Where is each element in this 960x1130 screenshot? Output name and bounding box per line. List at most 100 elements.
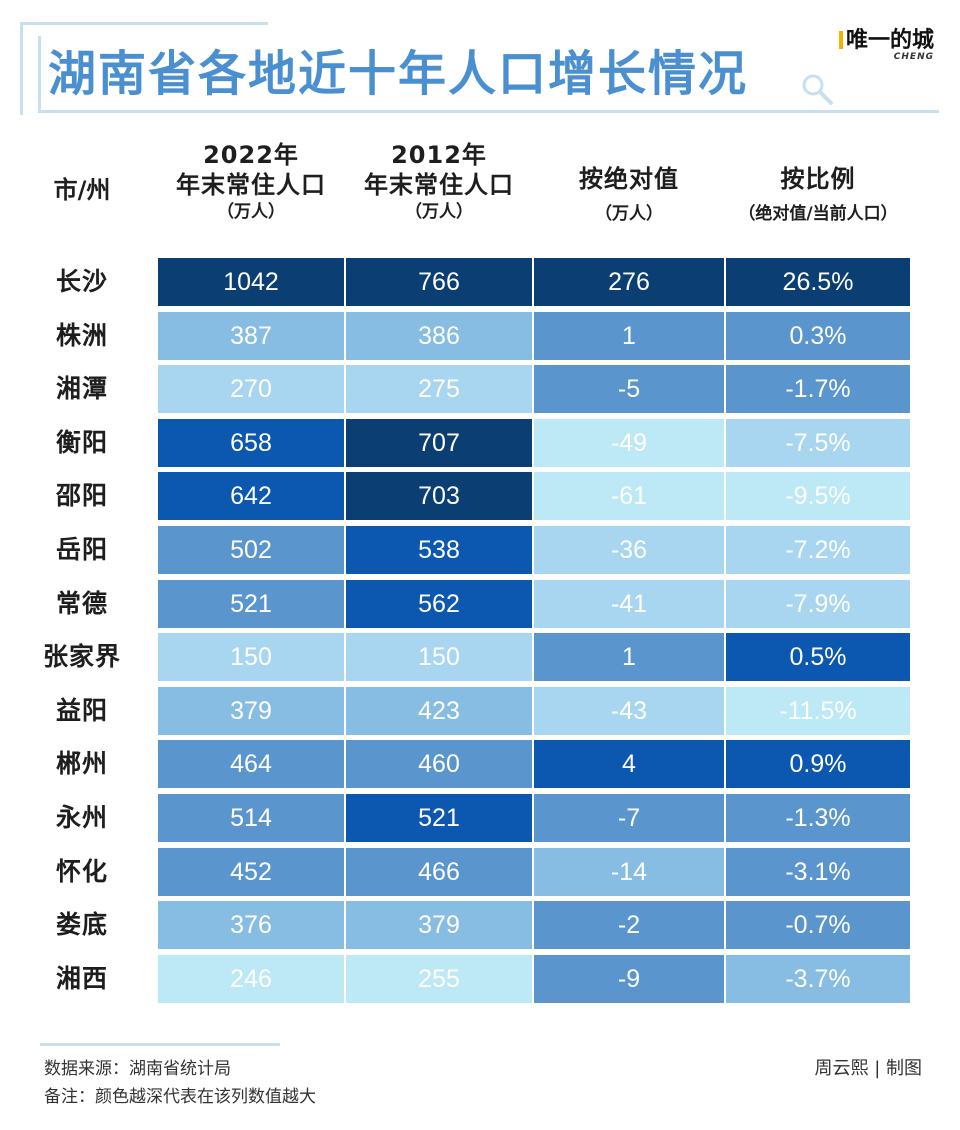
cell-absolute: -7 (534, 794, 724, 842)
cell-pop-2022: 521 (158, 580, 344, 628)
cell-pop-2022: 658 (158, 419, 344, 467)
cell-pop-2022: 379 (158, 687, 344, 735)
header-absolute-label: 按绝对值 (579, 165, 679, 193)
cell-absolute: -41 (534, 580, 724, 628)
brand-name: 唯一的城 (839, 22, 934, 54)
city-name: 长沙 (55, 267, 108, 296)
header-pop-2022-unit: （万人） (217, 202, 285, 222)
header-absolute-unit: （万人） (595, 204, 663, 224)
table-row: 益阳 379 423 -43 -11.5% (0, 687, 960, 735)
cell-absolute: 1 (534, 633, 724, 681)
table-row: 衡阳 658 707 -49 -7.5% (0, 419, 960, 467)
cell-absolute: 4 (534, 740, 724, 788)
cell-ratio: 26.5% (726, 258, 910, 306)
header-pop-2012: 2012年 年末常住人口 （万人） (346, 140, 532, 224)
cell-pop-2022: 452 (158, 848, 344, 896)
cell-pop-2012: 466 (346, 848, 532, 896)
cell-pop-2012: 707 (346, 419, 532, 467)
cell-absolute: -36 (534, 526, 724, 574)
header-pop-2022-label: 年末常住人口 (176, 171, 326, 199)
title-frame-decoration (20, 22, 268, 115)
table-row: 邵阳 642 703 -61 -9.5% (0, 472, 960, 520)
table-row: 郴州 464 460 4 0.9% (0, 740, 960, 788)
header-pop-2022: 2022年 年末常住人口 （万人） (158, 140, 344, 224)
cell-pop-2012: 386 (346, 312, 532, 360)
cell-absolute: 1 (534, 312, 724, 360)
cell-pop-2012: 255 (346, 955, 532, 1003)
city-name: 岳阳 (55, 535, 108, 564)
cell-ratio: -1.3% (726, 794, 910, 842)
cell-pop-2022: 464 (158, 740, 344, 788)
table-row: 怀化 452 466 -14 -3.1% (0, 848, 960, 896)
cell-ratio: -7.2% (726, 526, 910, 574)
cell-ratio: -3.1% (726, 848, 910, 896)
cell-pop-2012: 423 (346, 687, 532, 735)
header-pop-2012-year: 2012年 (391, 141, 487, 169)
header-pop-2012-label: 年末常住人口 (364, 171, 514, 199)
city-name: 衡阳 (55, 428, 108, 457)
cell-pop-2022: 270 (158, 365, 344, 413)
cell-pop-2012: 275 (346, 365, 532, 413)
brand-logo: 唯一的城 CHENG (839, 22, 934, 62)
cell-absolute: -9 (534, 955, 724, 1003)
city-name: 株洲 (55, 321, 108, 350)
cell-absolute: 276 (534, 258, 724, 306)
cell-pop-2022: 376 (158, 901, 344, 949)
table-row: 湘潭 270 275 -5 -1.7% (0, 365, 960, 413)
table-row: 永州 514 521 -7 -1.3% (0, 794, 960, 842)
cell-absolute: -61 (534, 472, 724, 520)
table-row: 株洲 387 386 1 0.3% (0, 312, 960, 360)
cell-ratio: -7.9% (726, 580, 910, 628)
title-box-decoration (38, 36, 939, 113)
cell-pop-2012: 379 (346, 901, 532, 949)
cell-absolute: -14 (534, 848, 724, 896)
page-title: 湖南省各地近十年人口增长情况 (48, 46, 749, 102)
cell-pop-2012: 460 (346, 740, 532, 788)
table-row: 湘西 246 255 -9 -3.7% (0, 955, 960, 1003)
city-name: 郴州 (55, 749, 108, 778)
table-row: 长沙 1042 766 276 26.5% (0, 258, 960, 306)
city-name: 娄底 (55, 910, 108, 939)
cell-ratio: -11.5% (726, 687, 910, 735)
table-row: 岳阳 502 538 -36 -7.2% (0, 526, 960, 574)
header-ratio-label: 按比例 (780, 165, 856, 193)
cell-ratio: 0.5% (726, 633, 910, 681)
city-name: 益阳 (55, 696, 108, 725)
cell-absolute: -2 (534, 901, 724, 949)
table-row: 娄底 376 379 -2 -0.7% (0, 901, 960, 949)
cell-pop-2012: 766 (346, 258, 532, 306)
city-name: 邵阳 (55, 481, 108, 510)
city-name: 怀化 (55, 857, 108, 886)
cell-pop-2022: 387 (158, 312, 344, 360)
cell-ratio: -0.7% (726, 901, 910, 949)
city-name: 永州 (55, 803, 108, 832)
cell-pop-2022: 1042 (158, 258, 344, 306)
cell-ratio: -7.5% (726, 419, 910, 467)
header-ratio-unit: （绝对值/当前人口） (738, 204, 898, 224)
city-name: 常德 (55, 589, 108, 618)
table-row: 张家界 150 150 1 0.5% (0, 633, 960, 681)
cell-pop-2012: 150 (346, 633, 532, 681)
header-ratio: 按比例 （绝对值/当前人口） (726, 164, 910, 226)
footer-divider (40, 1043, 280, 1046)
header-pop-2012-unit: （万人） (405, 202, 473, 222)
header-pop-2022-year: 2022年 (203, 141, 299, 169)
cell-pop-2012: 521 (346, 794, 532, 842)
cell-pop-2022: 150 (158, 633, 344, 681)
table-row: 常德 521 562 -41 -7.9% (0, 580, 960, 628)
cell-pop-2022: 514 (158, 794, 344, 842)
cell-pop-2022: 642 (158, 472, 344, 520)
city-name: 湘潭 (55, 374, 108, 403)
cell-absolute: -5 (534, 365, 724, 413)
cell-pop-2022: 246 (158, 955, 344, 1003)
cell-pop-2012: 703 (346, 472, 532, 520)
cell-ratio: -9.5% (726, 472, 910, 520)
cell-absolute: -49 (534, 419, 724, 467)
source-note: 数据来源：湖南省统计局 (44, 1059, 231, 1079)
magnifier-icon (802, 74, 833, 105)
header-city: 市/州 (53, 176, 111, 204)
cell-ratio: -1.7% (726, 365, 910, 413)
cell-ratio: 0.9% (726, 740, 910, 788)
brand-sub: CHENG (893, 52, 934, 62)
city-name: 张家界 (42, 642, 121, 671)
